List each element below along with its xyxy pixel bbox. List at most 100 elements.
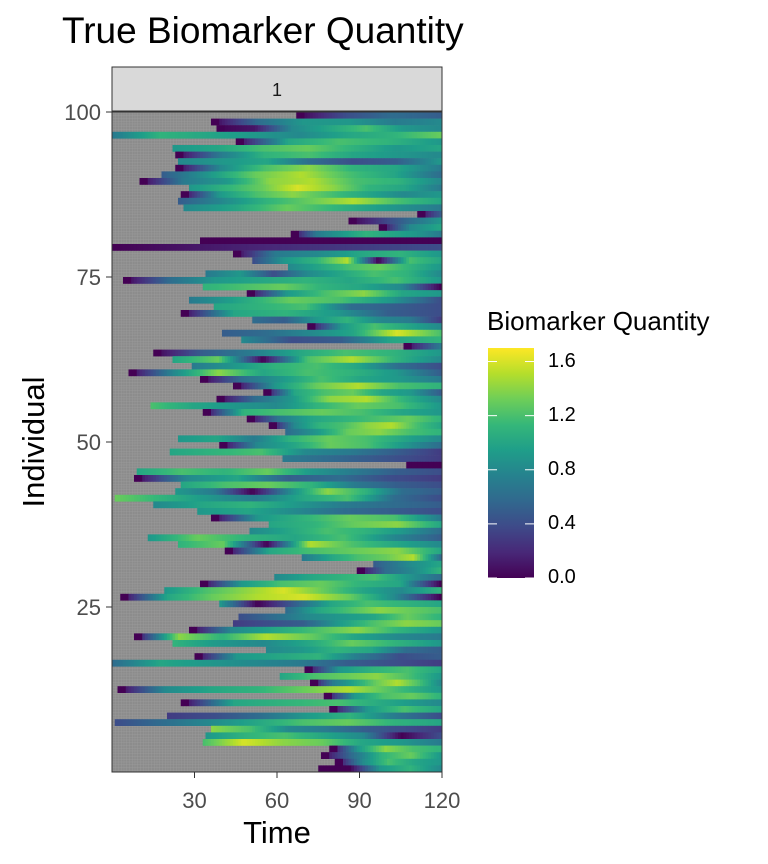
heatmap-cell — [337, 237, 341, 245]
heatmap-cell — [296, 230, 300, 238]
heatmap-cell — [359, 435, 363, 443]
heatmap-cell — [285, 395, 289, 403]
heatmap-cell — [255, 204, 259, 212]
heatmap-cell — [211, 501, 215, 509]
heatmap-cell — [337, 197, 341, 205]
heatmap-cell — [378, 395, 382, 403]
heatmap-cell — [279, 494, 283, 502]
heatmap-cell — [431, 211, 435, 218]
heatmap-cell — [249, 468, 253, 476]
heatmap-cell — [307, 323, 311, 330]
heatmap-cell — [268, 310, 272, 317]
heatmap-cell — [260, 184, 264, 192]
heatmap-cell — [367, 428, 371, 436]
heatmap-cell — [406, 336, 410, 344]
heatmap-cell — [395, 481, 399, 489]
heatmap-cell — [425, 329, 429, 337]
heatmap-cell — [323, 415, 327, 423]
heatmap-cell — [411, 395, 415, 403]
heatmap-cell — [436, 336, 440, 344]
heatmap-cell — [183, 494, 187, 502]
heatmap-cell — [266, 395, 270, 403]
heatmap-cell — [362, 362, 366, 370]
heatmap-cell — [266, 237, 270, 245]
heatmap-cell — [323, 244, 327, 251]
heatmap-cell — [296, 283, 300, 291]
heatmap-cell — [304, 349, 308, 357]
heatmap-cell — [428, 197, 432, 205]
heatmap-cell — [282, 151, 286, 159]
heatmap-cell — [376, 184, 380, 192]
heatmap-cell — [238, 138, 242, 146]
heatmap-cell — [395, 191, 399, 198]
heatmap-cell — [285, 164, 289, 172]
heatmap-cell — [340, 329, 344, 337]
heatmap-cell — [282, 382, 286, 390]
heatmap-cell — [398, 184, 402, 192]
heatmap-cell — [304, 428, 308, 436]
heatmap-cell — [268, 303, 272, 311]
heatmap-cell — [293, 422, 297, 429]
heatmap-cell — [332, 323, 336, 330]
heatmap-cell — [425, 151, 429, 159]
heatmap-cell — [252, 508, 256, 515]
heatmap-cell — [400, 263, 404, 271]
heatmap-cell — [233, 395, 237, 403]
heatmap-cell — [343, 303, 347, 311]
heatmap-cell — [307, 118, 311, 126]
heatmap-cell — [216, 283, 220, 291]
heatmap-cell — [345, 112, 349, 119]
heatmap-cell — [216, 178, 220, 185]
heatmap-cell — [329, 481, 333, 489]
heatmap-cell — [348, 145, 352, 152]
heatmap-cell — [219, 395, 223, 403]
heatmap-cell — [340, 349, 344, 357]
heatmap-cell — [425, 237, 429, 245]
heatmap-cell — [340, 442, 344, 449]
heatmap-cell — [249, 501, 253, 509]
heatmap-cell — [189, 488, 193, 495]
heatmap-cell — [373, 118, 377, 126]
heatmap-cell — [318, 508, 322, 515]
heatmap-cell — [230, 151, 234, 159]
heatmap-cell — [271, 508, 275, 515]
heatmap-cell — [376, 323, 380, 330]
heatmap-cell — [433, 290, 437, 297]
heatmap-cell — [282, 191, 286, 198]
heatmap-cell — [326, 197, 330, 205]
heatmap-cell — [285, 442, 289, 449]
heatmap-cell — [307, 488, 311, 495]
heatmap-cell — [414, 303, 418, 311]
heatmap-cell — [277, 395, 281, 403]
heatmap-cell — [392, 409, 396, 416]
heatmap-cell — [186, 402, 190, 410]
heatmap-cell — [354, 125, 358, 132]
heatmap-cell — [370, 131, 374, 139]
heatmap-cell — [431, 382, 435, 390]
heatmap-cell — [340, 131, 344, 139]
heatmap-cell — [158, 475, 162, 482]
heatmap-cell — [172, 171, 176, 179]
heatmap-cell — [387, 369, 391, 377]
heatmap-cell — [409, 501, 413, 509]
heatmap-cell — [263, 197, 267, 205]
heatmap-cell — [222, 435, 226, 443]
heatmap-cell — [409, 263, 413, 271]
heatmap-cell — [337, 323, 341, 330]
heatmap-cell — [389, 257, 393, 264]
heatmap-cell — [175, 369, 179, 377]
heatmap-cell — [293, 283, 297, 291]
heatmap-cell — [208, 475, 212, 482]
heatmap-cell — [312, 389, 316, 396]
heatmap-cell — [326, 138, 330, 146]
heatmap-cell — [340, 409, 344, 416]
heatmap-cell — [362, 402, 366, 410]
heatmap-cell — [321, 191, 325, 198]
heatmap-cell — [345, 389, 349, 396]
heatmap-cell — [260, 164, 264, 172]
heatmap-cell — [348, 389, 352, 396]
heatmap-cell — [367, 158, 371, 165]
heatmap-cell — [312, 270, 316, 278]
heatmap-cell — [293, 178, 297, 185]
heatmap-cell — [211, 131, 215, 139]
